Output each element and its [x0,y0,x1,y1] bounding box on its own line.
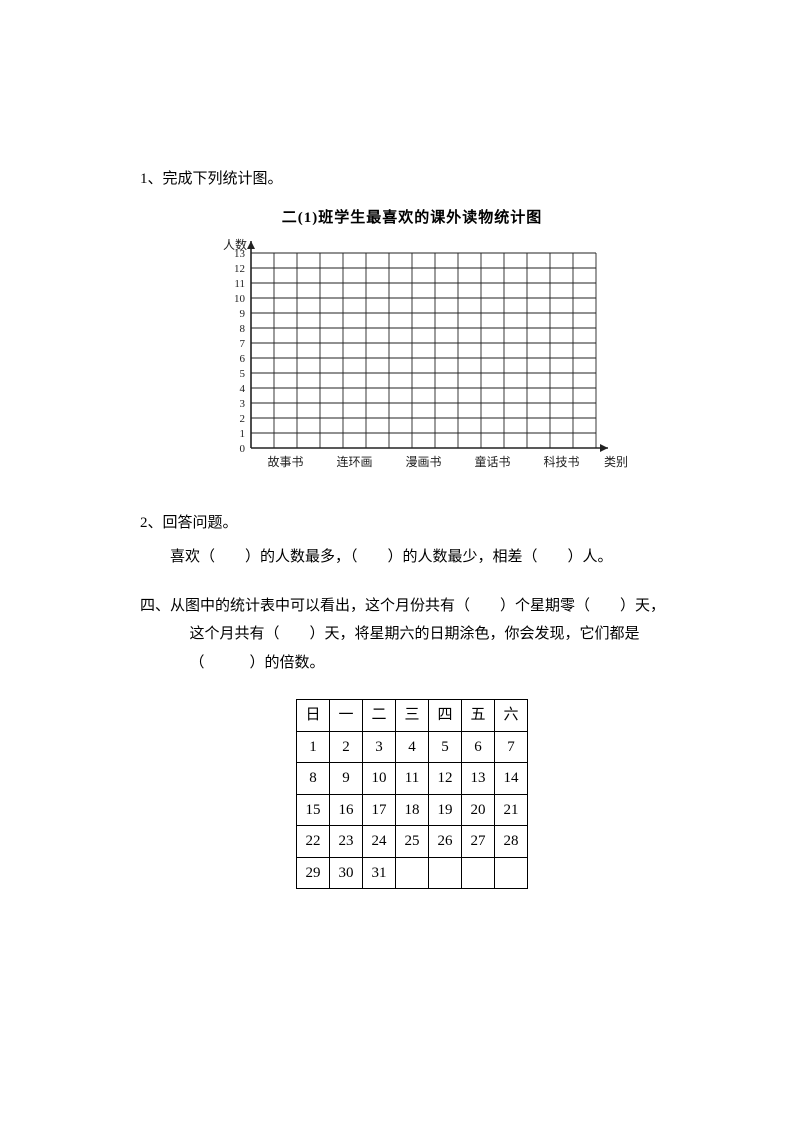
calendar-cell: 7 [495,731,528,763]
question-2-label: 2、回答问题。 [140,509,684,538]
calendar-cell: 13 [462,763,495,795]
calendar-cell [462,857,495,889]
calendar-header-cell: 日 [297,700,330,732]
calendar-cell: 14 [495,763,528,795]
calendar-cell: 19 [429,794,462,826]
svg-text:5: 5 [240,368,246,380]
calendar-cell: 16 [330,794,363,826]
chart-container: 二(1)班学生最喜欢的课外读物统计图 012345678910111213人数故… [140,204,684,489]
calendar-cell: 28 [495,826,528,858]
calendar-cell: 24 [363,826,396,858]
calendar-cell: 9 [330,763,363,795]
calendar-cell: 5 [429,731,462,763]
calendar-table: 日一二三四五六123456789101112131415161718192021… [296,699,528,889]
calendar-cell [429,857,462,889]
calendar-cell: 29 [297,857,330,889]
calendar-header-cell: 五 [462,700,495,732]
question-1-label: 1、完成下列统计图。 [140,165,684,194]
calendar-cell: 15 [297,794,330,826]
calendar-cell: 30 [330,857,363,889]
svg-text:7: 7 [240,338,246,350]
calendar-header-cell: 四 [429,700,462,732]
svg-text:漫画书: 漫画书 [405,455,441,469]
svg-text:8: 8 [240,323,246,335]
svg-text:科技书: 科技书 [543,455,579,469]
calendar-cell [495,857,528,889]
svg-text:6: 6 [240,353,246,365]
svg-text:10: 10 [234,293,246,305]
svg-text:0: 0 [240,443,246,455]
calendar-cell: 25 [396,826,429,858]
svg-text:3: 3 [240,398,246,410]
svg-text:童话书: 童话书 [474,454,510,469]
question-4: 四、从图中的统计表中可以看出，这个月份共有（ ）个星期零（ ）天， 这个月共有（… [140,592,684,678]
calendar-container: 日一二三四五六123456789101112131415161718192021… [140,699,684,889]
calendar-cell [396,857,429,889]
svg-text:人数: 人数 [223,238,247,252]
calendar-cell: 17 [363,794,396,826]
bar-chart-grid: 012345678910111213人数故事书连环画漫画书童话书科技书类别 [197,238,627,478]
calendar-cell: 11 [396,763,429,795]
svg-text:类别: 类别 [604,455,627,469]
calendar-cell: 8 [297,763,330,795]
calendar-cell: 18 [396,794,429,826]
svg-text:2: 2 [240,413,246,425]
calendar-cell: 27 [462,826,495,858]
calendar-cell: 2 [330,731,363,763]
question-2-body: 喜欢（ ）的人数最多，（ ）的人数最少，相差（ ）人。 [140,543,684,572]
calendar-cell: 22 [297,826,330,858]
calendar-cell: 10 [363,763,396,795]
calendar-header-cell: 六 [495,700,528,732]
calendar-header-cell: 三 [396,700,429,732]
calendar-cell: 12 [429,763,462,795]
calendar-cell: 21 [495,794,528,826]
question-4-line3: （ ）的倍数。 [140,649,684,678]
svg-text:故事书: 故事书 [267,454,303,469]
calendar-cell: 6 [462,731,495,763]
calendar-cell: 3 [363,731,396,763]
svg-text:1: 1 [240,428,246,440]
calendar-cell: 23 [330,826,363,858]
calendar-cell: 20 [462,794,495,826]
calendar-cell: 4 [396,731,429,763]
svg-text:12: 12 [234,263,245,275]
question-4-line2: 这个月共有（ ）天，将星期六的日期涂色，你会发现，它们都是 [140,620,684,649]
calendar-header-cell: 二 [363,700,396,732]
question-4-line1: 四、从图中的统计表中可以看出，这个月份共有（ ）个星期零（ ）天， [140,592,684,621]
svg-text:9: 9 [240,308,246,320]
svg-text:连环画: 连环画 [336,454,372,469]
calendar-cell: 26 [429,826,462,858]
svg-text:4: 4 [240,383,246,395]
calendar-header-cell: 一 [330,700,363,732]
calendar-cell: 31 [363,857,396,889]
calendar-cell: 1 [297,731,330,763]
svg-text:11: 11 [234,278,245,290]
chart-title: 二(1)班学生最喜欢的课外读物统计图 [140,204,684,233]
